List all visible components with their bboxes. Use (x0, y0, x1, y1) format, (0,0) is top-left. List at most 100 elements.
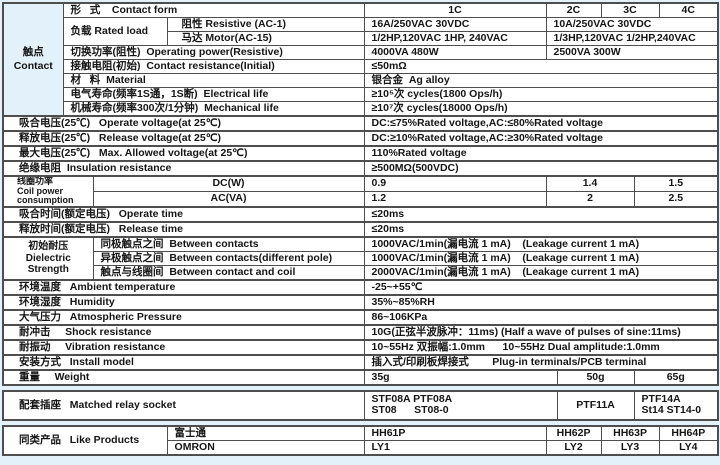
vibration-resistance-label: 耐振动 Vibration resistance (2, 338, 365, 356)
atmospheric-pressure-value: 86~106KPa (363, 308, 719, 326)
row-mechanical-life: 机械寿命(频率300次/1分钟) Mechanical life ≥10⁷次 c… (3, 101, 719, 117)
contact-form-3c: 3C (600, 2, 660, 18)
resistive-label: 阻性 Resistive (AC-1) (166, 17, 365, 32)
row-contact-resistance: 接触电阻(初始) Contact resistance(Initial) ≤50… (3, 59, 719, 74)
brand-omron: OMRON (166, 439, 365, 456)
row-dielectric-contact-coil: 触点与线圈间 Between contact and coil 2000VAC/… (3, 264, 719, 281)
atmospheric-pressure-label: 大气压力 Atmospheric Pressure (2, 308, 365, 326)
max-voltage-value: 110%Rated voltage (363, 145, 719, 162)
coil-power-label: 线圈功率 Coil power consumption (2, 175, 94, 208)
row-material: 材 料 Material 银合金 Ag alloy (3, 73, 719, 88)
matched-socket-value-2c3c: PTF11A (556, 390, 635, 421)
operate-voltage-value: DC:≤75%Rated voltage,AC:≤80%Rated voltag… (363, 115, 719, 132)
matched-socket-value-1c: STF08A PTF08A ST08 ST08-0 (363, 390, 558, 421)
vibration-resistance-value: 10~55Hz 双振幅:1.0mm 10~55Hz Dual amplitude… (363, 338, 719, 356)
humidity-value: 35%~85%RH (363, 293, 719, 311)
motor-label: 马达 Motor(AC-15) (166, 31, 365, 46)
motor-value-1c: 1/2HP,120VAC 1HP, 240VAC (363, 31, 547, 46)
row-atmospheric-pressure: 大气压力 Atmospheric Pressure 86~106KPa (2, 308, 719, 326)
release-time-value: ≤20ms (363, 220, 719, 238)
omron-2c: LY2 (545, 439, 602, 456)
omron-4c: LY4 (658, 439, 719, 456)
matched-socket-value-4c: PTF14A St14 ST14-0 (633, 390, 719, 421)
row-install-model: 安装方式 Install model 插入式/印刷板焊接式 Plug-in te… (2, 353, 719, 371)
row-operating-power: 切换功率(阻性) Operating power(Resistive) 4000… (3, 45, 719, 60)
row-max-voltage: 最大电压(25℃) Max. Allowed voltage(at 25℃) 1… (2, 145, 719, 162)
contact-form-2c: 2C (545, 2, 602, 18)
coil-power-ac-label: AC(VA) (92, 190, 365, 208)
row-rated-load-resistive: 负载 Rated load 阻性 Resistive (AC-1) 16A/25… (3, 17, 719, 46)
fujitsu-3c: HH63P (600, 425, 660, 441)
resistive-value-2c4c: 10A/250VAC 30VDC (545, 17, 719, 32)
row-ambient-temperature: 环境温度 Ambient temperature -25~+55℃ (2, 278, 719, 296)
row-like-products-omron: OMRON LY1 LY2 LY3 LY4 (3, 439, 719, 456)
coil-power-dc-2c3c: 1.4 (545, 174, 635, 192)
row-coil-power-ac: AC(VA) 1.2 2 2.5 (3, 190, 719, 208)
weight-value-2c3c: 50g (556, 368, 635, 386)
fujitsu-2c: HH62P (545, 425, 602, 441)
contact-category-cell: 触点 Contact (2, 2, 64, 117)
insulation-label: 绝缘电阻 Insulation resistance (2, 160, 365, 177)
between-contacts-diff-value: 1000VAC/1min(漏电流 1 mA) (Leakage current … (363, 250, 719, 266)
between-contacts-value: 1000VAC/1min(漏电流 1 mA) (Leakage current … (363, 235, 719, 252)
row-dielectric-between-contacts: 初始耐压 Dielectric Strength 同极触点之间 Between … (2, 235, 719, 281)
shock-resistance-label: 耐冲击 Shock resistance (2, 323, 365, 341)
contact-coil-value: 2000VAC/1min(漏电流 1 mA) (Leakage current … (363, 264, 719, 281)
relay-socket-table: 配套插座 Matched relay socket STF08A PTF08A … (2, 389, 720, 421)
row-shock-resistance: 耐冲击 Shock resistance 10G(正弦半波脉冲：11ms) (H… (2, 323, 719, 341)
electrical-life-label: 电气寿命(频率1S通，1S断) Electrical life (62, 87, 365, 102)
weight-value-4c: 65g (633, 368, 719, 386)
operating-power-label: 切换功率(阻性) Operating power(Resistive) (62, 45, 365, 60)
row-electrical-life: 电气寿命(频率1S通，1S断) Electrical life ≥10⁵次 cy… (3, 87, 719, 102)
install-model-label: 安装方式 Install model (2, 353, 365, 371)
operate-voltage-label: 吸合电压(25℃) Operate voltage(at 25℃) (2, 115, 365, 132)
row-operate-voltage: 吸合电压(25℃) Operate voltage(at 25℃) DC:≤75… (2, 115, 719, 132)
contact-form-4c: 4C (658, 2, 719, 18)
like-products-label: 同类产品 Like Products (2, 425, 168, 456)
coil-power-dc-1c: 0.9 (363, 174, 547, 192)
coil-power-ac-2c3c: 2 (545, 190, 635, 208)
row-matched-relay-socket: 配套插座 Matched relay socket STF08A PTF08A … (2, 390, 719, 421)
row-coil-power-dc: 线圈功率 Coil power consumption DC(W) 0.9 1.… (2, 174, 719, 208)
coil-power-ac-4c: 2.5 (633, 190, 719, 208)
contact-form-label: 形 式 Contact form (62, 2, 365, 18)
row-dielectric-different-pole: 异极触点之间 Between contacts(different pole) … (3, 250, 719, 266)
electrical-life-value: ≥10⁵次 cycles(1800 Ops/h) (363, 87, 719, 102)
weight-value-1c: 35g (363, 368, 558, 386)
motor-value-2c4c: 1/3HP,120VAC 1/2HP,240VAC (545, 31, 719, 46)
coil-power-dc-4c: 1.5 (633, 174, 719, 192)
mechanical-life-value: ≥10⁷次 cycles(18000 Ops/h) (363, 101, 719, 117)
omron-1c: LY1 (363, 439, 547, 456)
operating-power-value-1c: 4000VA 480W (363, 45, 547, 60)
max-voltage-label: 最大电压(25℃) Max. Allowed voltage(at 25℃) (2, 145, 365, 162)
dielectric-strength-label: 初始耐压 Dielectric Strength (2, 235, 94, 281)
material-value: 银合金 Ag alloy (363, 73, 719, 88)
shock-resistance-value: 10G(正弦半波脉冲：11ms) (Half a wave of pulses … (363, 323, 719, 341)
release-time-label: 释放时间(额定电压) Release time (2, 220, 365, 238)
operate-time-label: 吸合时间(额定电压) Operate time (2, 205, 365, 223)
operate-time-value: ≤20ms (363, 205, 719, 223)
row-vibration-resistance: 耐振动 Vibration resistance 10~55Hz 双振幅:1.0… (2, 338, 719, 356)
brand-fujitsu: 富士通 (166, 425, 365, 441)
omron-3c: LY3 (600, 439, 660, 456)
install-model-value: 插入式/印刷板焊接式 Plug-in terminals/PCB termina… (363, 353, 719, 371)
rated-load-label: 负载 Rated load (62, 17, 168, 46)
like-products-table: 同类产品 Like Products 富士通 HH61P HH62P HH63P… (2, 424, 720, 456)
ambient-temperature-label: 环境温度 Ambient temperature (2, 278, 365, 296)
mechanical-life-label: 机械寿命(频率300次/1分钟) Mechanical life (62, 101, 365, 117)
coil-power-dc-label: DC(W) (92, 174, 365, 192)
row-like-products-fujitsu: 同类产品 Like Products 富士通 HH61P HH62P HH63P… (2, 425, 719, 456)
row-release-voltage: 释放电压(25℃) Release voltage(at 25℃) DC:≥10… (2, 130, 719, 147)
between-contacts-label: 同极触点之间 Between contacts (92, 235, 365, 252)
row-humidity: 环境湿度 Humidity 35%~85%RH (2, 293, 719, 311)
release-voltage-label: 释放电压(25℃) Release voltage(at 25℃) (2, 130, 365, 147)
row-weight: 重量 Weight 35g 50g 65g (2, 368, 719, 386)
between-contacts-diff-label: 异极触点之间 Between contacts(different pole) (92, 250, 365, 266)
fujitsu-4c: HH64P (658, 425, 719, 441)
row-contact-form: 触点 Contact 形 式 Contact form 1C 2C 3C 4C (2, 2, 719, 117)
insulation-value: ≥500MΩ(500VDC) (363, 160, 719, 177)
row-insulation-resistance: 绝缘电阻 Insulation resistance ≥500MΩ(500VDC… (2, 160, 719, 177)
contact-coil-label: 触点与线圈间 Between contact and coil (92, 264, 365, 281)
row-operate-time: 吸合时间(额定电压) Operate time ≤20ms (2, 205, 719, 223)
fujitsu-1c: HH61P (363, 425, 547, 441)
